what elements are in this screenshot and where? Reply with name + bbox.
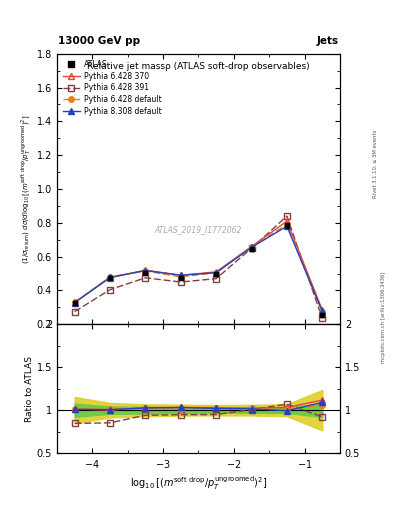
Text: Jets: Jets bbox=[317, 36, 339, 46]
Text: Rivet 3.1.10, ≥ 3M events: Rivet 3.1.10, ≥ 3M events bbox=[373, 130, 378, 198]
Text: mcplots.cern.ch [arXiv:1306.3436]: mcplots.cern.ch [arXiv:1306.3436] bbox=[381, 272, 386, 363]
Y-axis label: $(1/\sigma_{\rm resum})\ d\sigma/d\log_{10}[(m^{\rm soft\ drop}/p_T^{\rm ungroom: $(1/\sigma_{\rm resum})\ d\sigma/d\log_{… bbox=[19, 114, 33, 264]
Legend: ATLAS, Pythia 6.428 370, Pythia 6.428 391, Pythia 6.428 default, Pythia 8.308 de: ATLAS, Pythia 6.428 370, Pythia 6.428 39… bbox=[61, 57, 164, 118]
Text: Relative jet massρ (ATLAS soft-drop observables): Relative jet massρ (ATLAS soft-drop obse… bbox=[87, 62, 310, 71]
Text: 13000 GeV pp: 13000 GeV pp bbox=[58, 36, 140, 46]
Y-axis label: Ratio to ATLAS: Ratio to ATLAS bbox=[25, 356, 34, 422]
X-axis label: $\log_{10}[(m^{\rm soft\ drop}/p_T^{\rm ungroomed})^2]$: $\log_{10}[(m^{\rm soft\ drop}/p_T^{\rm … bbox=[130, 474, 267, 492]
Text: ATLAS_2019_I1772062: ATLAS_2019_I1772062 bbox=[155, 225, 242, 234]
